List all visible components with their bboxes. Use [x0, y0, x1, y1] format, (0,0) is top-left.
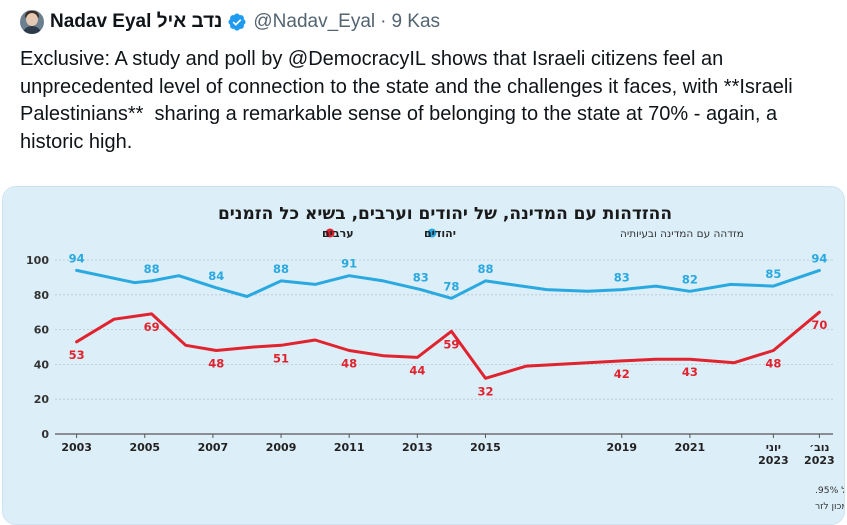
legend-subtitle: מזדהה עם המדינה ובעיותיה: [620, 228, 744, 240]
x-tick-label: 2021: [675, 441, 706, 454]
chart-grid: [55, 259, 833, 435]
x-tick-label: 2019: [606, 441, 637, 454]
legend-marker: [427, 228, 437, 238]
chart-data-labels: 94 88 84 88 91 83 78 88 83 82 85 94 53 69 48 51 48 44 59 32…: [69, 251, 828, 398]
data-label: 84: [208, 269, 224, 283]
author-name-english: Nadav Eyal: [50, 11, 152, 32]
x-tick-label: 2003: [61, 441, 92, 454]
data-label: 44: [409, 363, 425, 377]
data-label: 48: [208, 356, 224, 370]
author-name-hebrew: נדב איל: [156, 11, 223, 32]
y-tick-label: 20: [34, 393, 50, 406]
tweet-text: Exclusive: A study and poll by @Democrac…: [20, 48, 799, 153]
x-tick-label: 2023: [758, 454, 789, 467]
data-label: 88: [144, 262, 160, 276]
x-tick-label: נוב׳: [809, 441, 829, 454]
header-separator: ·: [380, 11, 387, 32]
x-axis: 2003 2005 2007 2009 2011 2013 2015 2019 2021 יוני…: [61, 434, 835, 467]
x-tick-label: 2009: [266, 441, 297, 454]
line-chart: ההזדהות עם המדינה, של יהודים וערבים, בשי…: [26, 204, 845, 512]
series-line-jews: [75, 268, 821, 300]
x-tick-label: 2007: [198, 441, 229, 454]
data-label: 53: [69, 348, 85, 362]
data-label: 94: [69, 251, 85, 265]
x-tick-label: 2011: [334, 441, 365, 454]
chart-legend: מזדהה עם המדינה ובעיותיה יהודים ערבים: [322, 227, 744, 240]
chart-footnote-line1: הסקר נערך ב־5-6 בנובמבר בקרב 606 איש על …: [815, 485, 845, 496]
verified-badge-icon[interactable]: [227, 12, 247, 32]
x-tick-label: 2005: [129, 441, 160, 454]
legend-label: ערבים: [322, 227, 354, 240]
tweet-date[interactable]: 9 Kas: [391, 11, 441, 32]
data-label: 85: [765, 267, 781, 281]
data-label: 88: [477, 262, 493, 276]
legend-label: יהודים: [424, 227, 456, 240]
author-name[interactable]: נדב איל Nadav Eyal: [50, 11, 222, 33]
y-tick-label: 0: [41, 428, 49, 441]
data-label: 83: [614, 271, 630, 285]
x-tick-label: 2023: [804, 454, 835, 467]
y-tick-label: 60: [34, 324, 50, 337]
series-line-arabs: [75, 310, 821, 380]
legend-marker: [325, 228, 335, 238]
chart-footnote-line2: עבודת השדה בוצעה על ידי מכון לזר: [815, 501, 845, 512]
author-handle[interactable]: @Nadav_Eyal: [253, 11, 376, 32]
data-label: 82: [682, 272, 698, 286]
data-label: 94: [811, 251, 827, 265]
y-tick-label: 40: [34, 358, 50, 371]
data-label: 43: [682, 365, 698, 379]
x-tick-label: 2013: [402, 441, 433, 454]
chart-title: ההזדהות עם המדינה, של יהודים וערבים, בשי…: [218, 204, 672, 224]
data-label: 83: [413, 271, 429, 285]
data-label: 48: [765, 356, 781, 370]
data-label: 51: [273, 351, 289, 365]
chart-series: [75, 268, 821, 380]
x-tick-label: יוני: [766, 441, 781, 454]
data-label: 59: [443, 337, 459, 351]
x-tick-label: 2015: [470, 441, 501, 454]
data-label: 69: [144, 320, 160, 334]
y-tick-label: 100: [26, 254, 49, 267]
data-label: 48: [341, 356, 357, 370]
data-label: 42: [614, 367, 630, 381]
data-label: 91: [341, 257, 357, 271]
author-avatar[interactable]: [20, 10, 44, 34]
data-label: 88: [273, 262, 289, 276]
data-label: 32: [477, 384, 493, 398]
chart-card[interactable]: ההזדהות עם המדינה, של יהודים וערבים, בשי…: [2, 186, 845, 525]
data-label: 70: [811, 318, 827, 332]
tweet-header: נדב איל Nadav Eyal @Nadav_Eyal · 9 Kas: [20, 10, 440, 34]
y-axis: 0 20 40 60 80 100: [26, 254, 49, 441]
data-label: 78: [443, 279, 459, 293]
y-tick-label: 80: [34, 289, 50, 302]
